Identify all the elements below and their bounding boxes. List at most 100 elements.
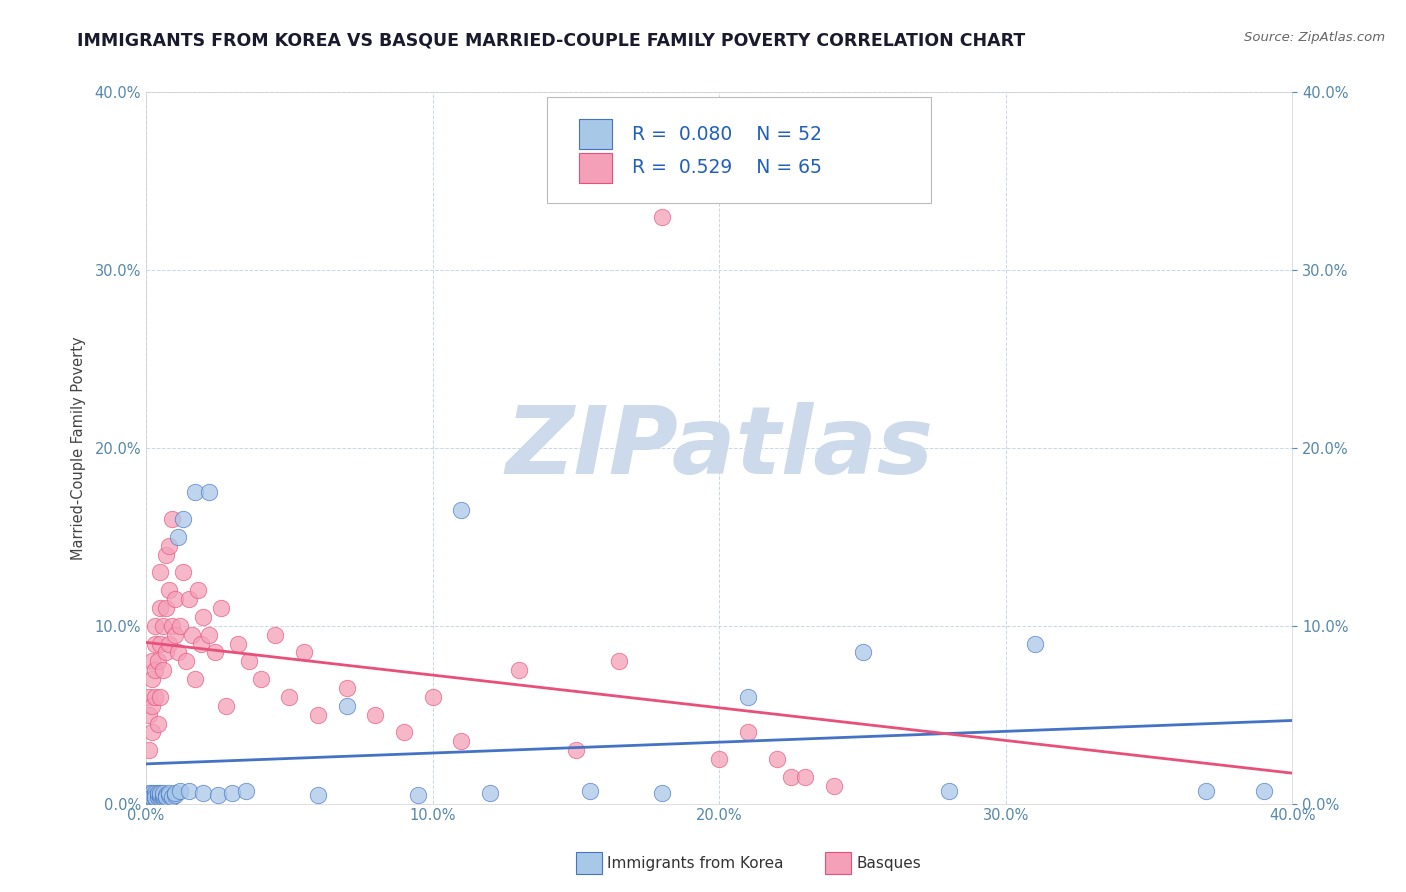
Point (364, 707, 387, 722)
Point (146, 716, 169, 731)
Point (392, 725, 415, 739)
Point (1195, 784, 1218, 798)
Point (149, 788, 172, 802)
Y-axis label: Married-Couple Family Poverty: Married-Couple Family Poverty (72, 336, 86, 560)
Point (172, 566, 194, 580)
Point (143, 791, 166, 805)
Point (163, 786, 186, 800)
Point (141, 789, 163, 804)
Point (198, 628, 221, 642)
Point (141, 654, 163, 668)
Point (651, 786, 673, 800)
Point (149, 786, 172, 800)
Point (172, 512, 194, 526)
Text: Immigrants from Korea: Immigrants from Korea (607, 856, 785, 871)
Point (190, 637, 212, 651)
Point (307, 788, 329, 802)
Point (155, 601, 177, 615)
Point (193, 786, 215, 800)
Point (149, 690, 172, 704)
Point (160, 619, 183, 633)
FancyBboxPatch shape (579, 153, 612, 183)
Point (765, 752, 787, 766)
Point (152, 788, 174, 802)
Point (157, 583, 180, 598)
Point (155, 548, 177, 562)
Point (138, 707, 160, 722)
Point (166, 645, 188, 659)
Text: IMMIGRANTS FROM KOREA VS BASQUE MARRIED-COUPLE FAMILY POVERTY CORRELATION CHART: IMMIGRANTS FROM KOREA VS BASQUE MARRIED-… (77, 31, 1025, 49)
Point (607, 654, 630, 668)
Point (737, 690, 759, 704)
Point (143, 788, 166, 802)
Point (160, 512, 183, 526)
Point (215, 698, 238, 713)
Point (149, 637, 172, 651)
Point (146, 789, 169, 804)
Point (180, 628, 202, 642)
Point (152, 789, 174, 804)
Point (780, 770, 803, 784)
Point (166, 530, 188, 544)
Point (177, 784, 200, 798)
Point (193, 610, 215, 624)
Point (155, 788, 177, 802)
Point (1024, 637, 1046, 651)
Point (508, 663, 530, 677)
Point (204, 645, 226, 659)
Point (938, 784, 960, 798)
Point (138, 791, 160, 805)
Point (141, 789, 163, 804)
Point (184, 485, 207, 500)
Point (143, 619, 166, 633)
Point (169, 784, 191, 798)
Point (238, 654, 260, 668)
Point (141, 698, 163, 713)
Point (138, 789, 160, 804)
Point (209, 601, 232, 615)
Point (823, 779, 845, 793)
Point (143, 637, 166, 651)
Point (141, 788, 163, 802)
Point (422, 690, 444, 704)
Point (184, 672, 207, 686)
Point (152, 786, 174, 800)
Point (709, 752, 731, 766)
Point (249, 672, 271, 686)
Point (794, 770, 817, 784)
Point (143, 786, 166, 800)
Point (141, 791, 163, 805)
Point (157, 788, 180, 802)
Point (177, 592, 200, 607)
Point (146, 788, 169, 802)
Point (307, 707, 329, 722)
Point (141, 725, 163, 739)
Point (143, 789, 166, 804)
Point (152, 619, 174, 633)
Point (737, 725, 759, 739)
Point (408, 788, 430, 802)
Point (146, 654, 169, 668)
Point (579, 784, 602, 798)
Point (292, 645, 315, 659)
Point (149, 601, 172, 615)
Point (163, 592, 186, 607)
Point (141, 672, 163, 686)
Text: R =  0.529    N = 65: R = 0.529 N = 65 (633, 158, 823, 178)
Point (207, 788, 229, 802)
Point (138, 690, 160, 704)
Point (163, 628, 186, 642)
Point (851, 645, 873, 659)
FancyBboxPatch shape (547, 97, 931, 202)
Point (143, 663, 166, 677)
FancyBboxPatch shape (579, 120, 612, 149)
Point (149, 789, 172, 804)
Point (157, 637, 180, 651)
Point (138, 786, 160, 800)
Point (450, 734, 472, 748)
Text: Basques: Basques (856, 856, 921, 871)
Point (187, 583, 209, 598)
Point (143, 690, 166, 704)
Point (163, 788, 186, 802)
Point (157, 539, 180, 553)
